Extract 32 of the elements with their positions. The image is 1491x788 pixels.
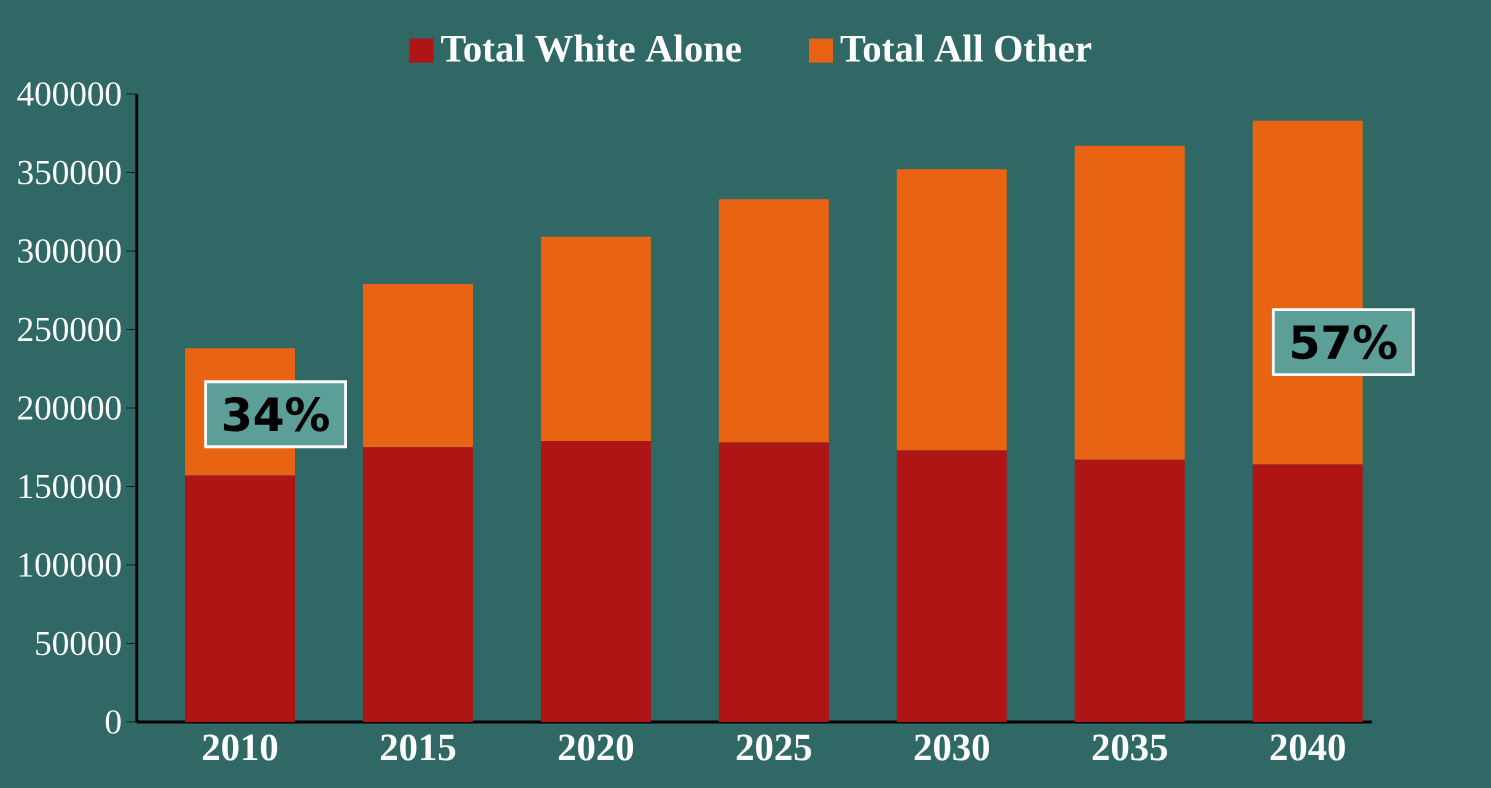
y-tick-label: 400000 [17, 82, 121, 106]
bar [1074, 459, 1185, 722]
bar [540, 236, 651, 441]
bar [362, 447, 473, 722]
bar [718, 199, 829, 443]
y-tick-label: 0 [105, 710, 121, 734]
annotation: 57% [1292, 324, 1397, 360]
x-tick-label: 2010 [202, 734, 278, 761]
bar [185, 475, 295, 722]
y-tick-label: 300000 [18, 239, 121, 263]
y-tick-label: 100000 [19, 553, 121, 577]
bar [718, 442, 829, 722]
x-tick-label: 2040 [1270, 734, 1345, 761]
bar [1074, 145, 1185, 460]
bar [1252, 464, 1363, 722]
x-tick-label: 2015 [380, 734, 456, 761]
bar [896, 169, 1007, 451]
bar [540, 440, 651, 722]
x-tick-label: 2030 [914, 734, 990, 761]
y-tick-label: 200000 [18, 396, 121, 420]
x-tick-label: 2025 [736, 734, 812, 761]
y-tick-label: 350000 [18, 160, 121, 185]
bar [362, 283, 473, 448]
legend-label: Total White Alone [441, 34, 741, 63]
y-tick-label: 250000 [18, 317, 121, 342]
legend-label: Total All Other [840, 34, 1092, 62]
annotation: 34% [223, 397, 329, 432]
y-tick-label: 150000 [19, 474, 121, 499]
x-tick-label: 2020 [558, 734, 634, 761]
bar [896, 450, 1007, 722]
y-tick-label: 50000 [36, 631, 121, 656]
x-tick-label: 2035 [1092, 734, 1168, 761]
